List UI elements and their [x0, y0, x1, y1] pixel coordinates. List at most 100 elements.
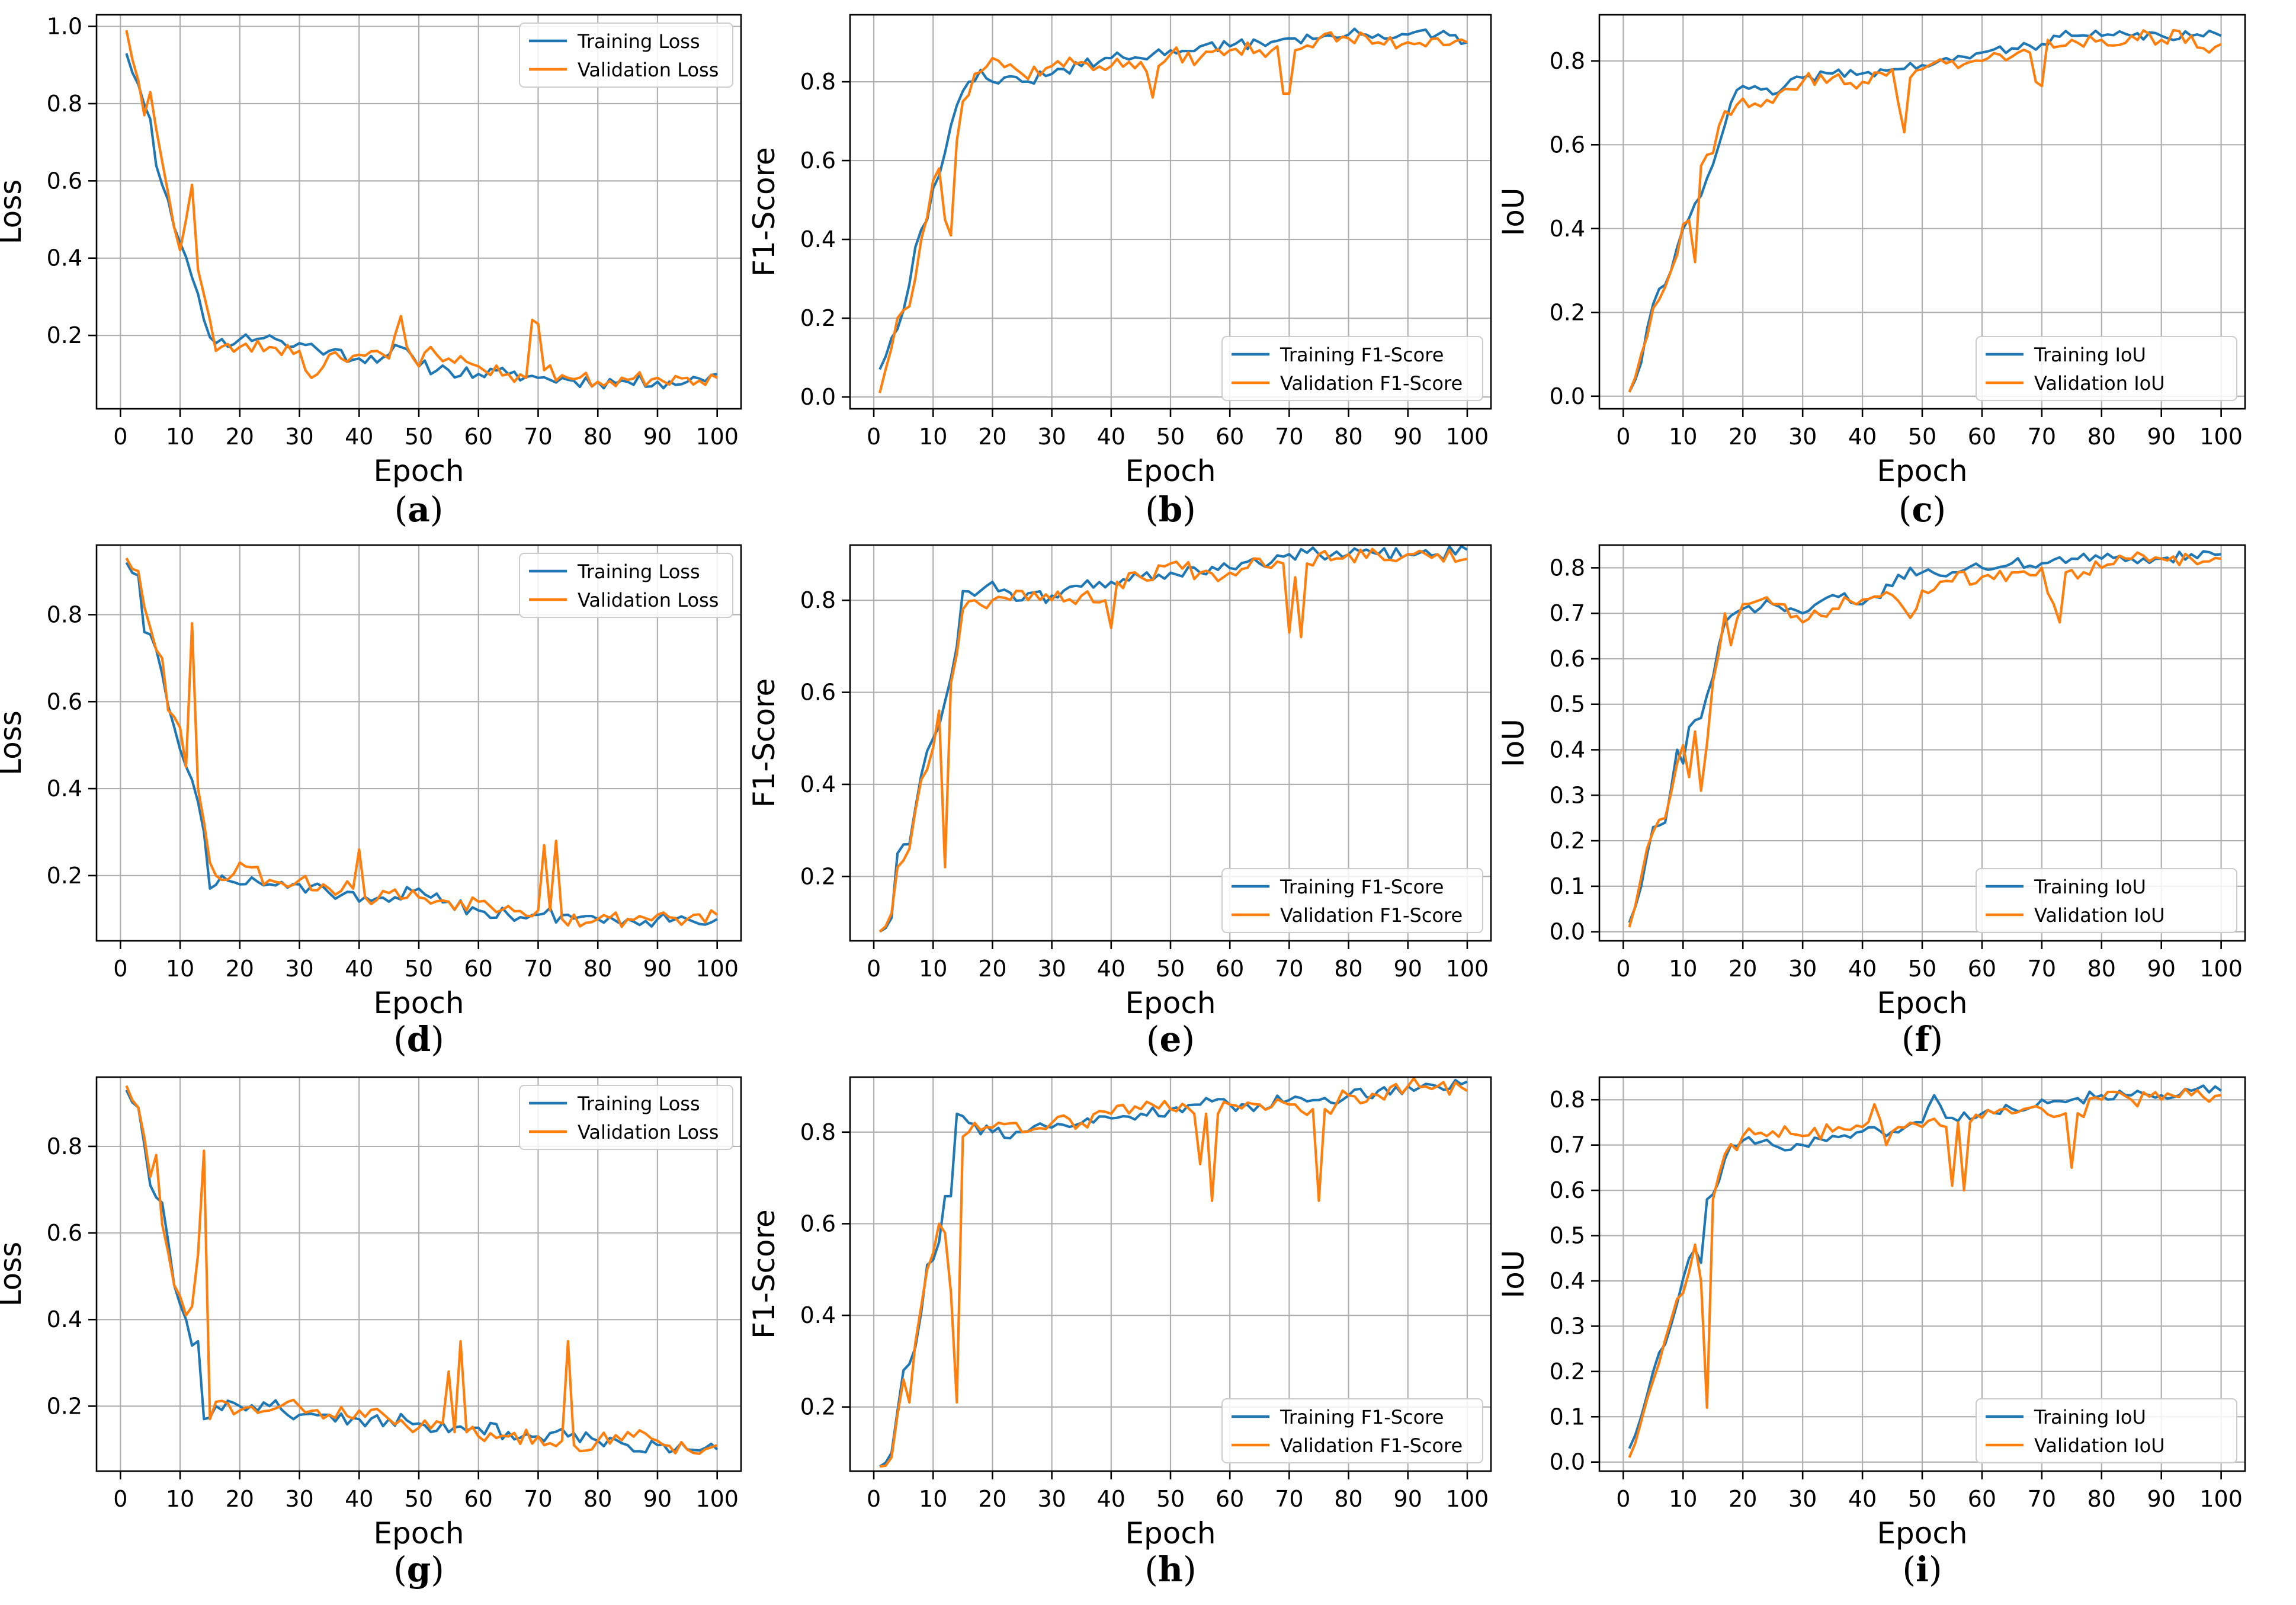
y-tick-label: 0.0 — [800, 384, 836, 410]
x-tick-label: 80 — [583, 424, 612, 450]
legend-label: Training IoU — [2034, 1406, 2146, 1428]
y-tick-label: 0.6 — [800, 148, 836, 174]
chart-panel-b: 0 10 20 30 40 50 60 70 80 90 100 0.0 0.2 0.4 0.6 0.8 Epo… — [747, 14, 1492, 488]
x-tick-label: 60 — [464, 956, 493, 982]
x-tick-label: 20 — [226, 424, 254, 450]
x-axis-label: Epoch — [1125, 1516, 1216, 1550]
chart-panel-d: 0 10 20 30 40 50 60 70 80 90 100 0.2 0.4 0.6 0.8 Epoch L… — [0, 544, 742, 1020]
x-tick-label: 70 — [1275, 424, 1303, 450]
series-line-validation — [1628, 28, 2222, 393]
x-tick-label: 0 — [867, 956, 881, 982]
x-tick-label: 60 — [1216, 956, 1244, 982]
y-axis-label: F1-Score — [747, 678, 781, 808]
x-tick-label: 100 — [1446, 424, 1489, 450]
x-axis-label: Epoch — [373, 986, 464, 1020]
x-tick-label: 20 — [1729, 956, 1757, 982]
series-line-training — [879, 544, 1468, 933]
y-tick-label: 0.4 — [1550, 737, 1585, 763]
x-tick-label: 40 — [345, 956, 373, 982]
x-tick-label: 70 — [2028, 956, 2056, 982]
x-tick-label: 70 — [524, 424, 552, 450]
x-tick-label: 80 — [583, 1486, 612, 1512]
y-tick-label: 0.2 — [47, 863, 82, 889]
y-tick-label: 0.8 — [800, 1119, 836, 1145]
y-tick-label: 0.8 — [1550, 555, 1585, 581]
x-axis-label: Epoch — [1877, 986, 1967, 1020]
x-axis-label: Epoch — [1877, 1516, 1967, 1550]
y-tick-label: 0.8 — [800, 587, 836, 613]
series-line-validation — [878, 547, 1468, 933]
x-tick-label: 30 — [1788, 956, 1817, 982]
legend: Training F1-Score Validation F1-Score — [1221, 1398, 1483, 1463]
x-tick-label: 0 — [1616, 956, 1630, 982]
panel-caption: (d) — [393, 1019, 444, 1059]
x-tick-label: 30 — [285, 956, 313, 982]
y-tick-label: 0.8 — [47, 601, 82, 627]
legend-label: Validation Loss — [578, 59, 719, 81]
x-tick-label: 30 — [1037, 956, 1066, 982]
legend-label: Validation F1-Score — [1280, 904, 1463, 927]
x-tick-label: 0 — [867, 424, 881, 450]
y-tick-label: 0.0 — [1550, 383, 1585, 409]
legend-label: Validation F1-Score — [1280, 1434, 1463, 1457]
panel-caption: (h) — [1144, 1549, 1197, 1590]
legend-box — [1221, 868, 1483, 933]
x-tick-label: 40 — [1848, 956, 1877, 982]
panel-caption: (f) — [1901, 1019, 1944, 1059]
panel-caption: (a) — [394, 489, 444, 530]
panel-caption: (e) — [1146, 1019, 1195, 1059]
x-tick-label: 20 — [226, 1486, 254, 1512]
y-tick-label: 0.2 — [47, 1393, 82, 1419]
legend: Training IoU Validation IoU — [1976, 1398, 2237, 1463]
y-tick-label: 0.8 — [1550, 1087, 1585, 1113]
y-tick-label: 0.1 — [1550, 873, 1585, 899]
x-tick-label: 40 — [1848, 424, 1877, 450]
x-axis-label: Epoch — [373, 454, 464, 488]
x-tick-label: 70 — [2028, 1486, 2056, 1512]
y-tick-label: 0.6 — [47, 1220, 82, 1246]
x-tick-label: 50 — [1908, 424, 1936, 450]
x-tick-label: 50 — [1908, 956, 1936, 982]
x-tick-label: 100 — [2199, 1486, 2243, 1512]
panel-caption: (c) — [1898, 489, 1947, 530]
x-tick-label: 60 — [1968, 1486, 1996, 1512]
x-tick-label: 10 — [919, 424, 947, 450]
x-tick-label: 100 — [695, 1486, 739, 1512]
y-tick-label: 0.3 — [1550, 782, 1585, 808]
x-tick-label: 60 — [1968, 956, 1996, 982]
y-tick-label: 0.2 — [1550, 299, 1585, 325]
legend-label: Validation IoU — [2034, 372, 2165, 395]
legend: Training Loss Validation Loss — [519, 23, 733, 88]
y-tick-label: 0.8 — [47, 1133, 82, 1159]
legend-box — [1221, 336, 1483, 401]
y-tick-label: 0.4 — [800, 226, 836, 252]
x-tick-label: 90 — [1394, 956, 1422, 982]
y-tick-label: 0.6 — [800, 680, 836, 706]
y-tick-label: 0.2 — [1550, 828, 1585, 854]
y-tick-label: 0.5 — [1550, 1223, 1585, 1249]
y-tick-label: 0.4 — [800, 771, 836, 797]
y-axis-label: F1-Score — [747, 147, 781, 277]
legend-label: Training IoU — [2034, 876, 2146, 898]
x-axis-label: Epoch — [1877, 454, 1967, 488]
x-tick-label: 60 — [1216, 424, 1244, 450]
y-tick-label: 0.6 — [1550, 1177, 1585, 1203]
series-line-training — [1628, 1084, 2222, 1449]
legend-label: Validation IoU — [2034, 1434, 2165, 1457]
x-tick-label: 50 — [1156, 1486, 1185, 1512]
y-tick-label: 0.6 — [47, 168, 82, 194]
x-tick-label: 10 — [166, 956, 194, 982]
x-tick-label: 10 — [1669, 1486, 1697, 1512]
x-tick-label: 10 — [919, 1486, 947, 1512]
legend-box — [1976, 1398, 2237, 1463]
x-tick-label: 90 — [2147, 956, 2176, 982]
y-tick-label: 0.5 — [1550, 691, 1585, 717]
y-axis-label: Loss — [0, 180, 28, 245]
legend-label: Training Loss — [577, 560, 700, 583]
x-tick-label: 20 — [1729, 424, 1757, 450]
y-tick-label: 0.8 — [800, 69, 836, 95]
legend-label: Validation Loss — [578, 1121, 719, 1143]
chart-panel-e: 0 10 20 30 40 50 60 70 80 90 100 0.2 0.4 0.6 0.8 Epoch F… — [747, 544, 1492, 1020]
x-axis-label: Epoch — [373, 1516, 464, 1550]
